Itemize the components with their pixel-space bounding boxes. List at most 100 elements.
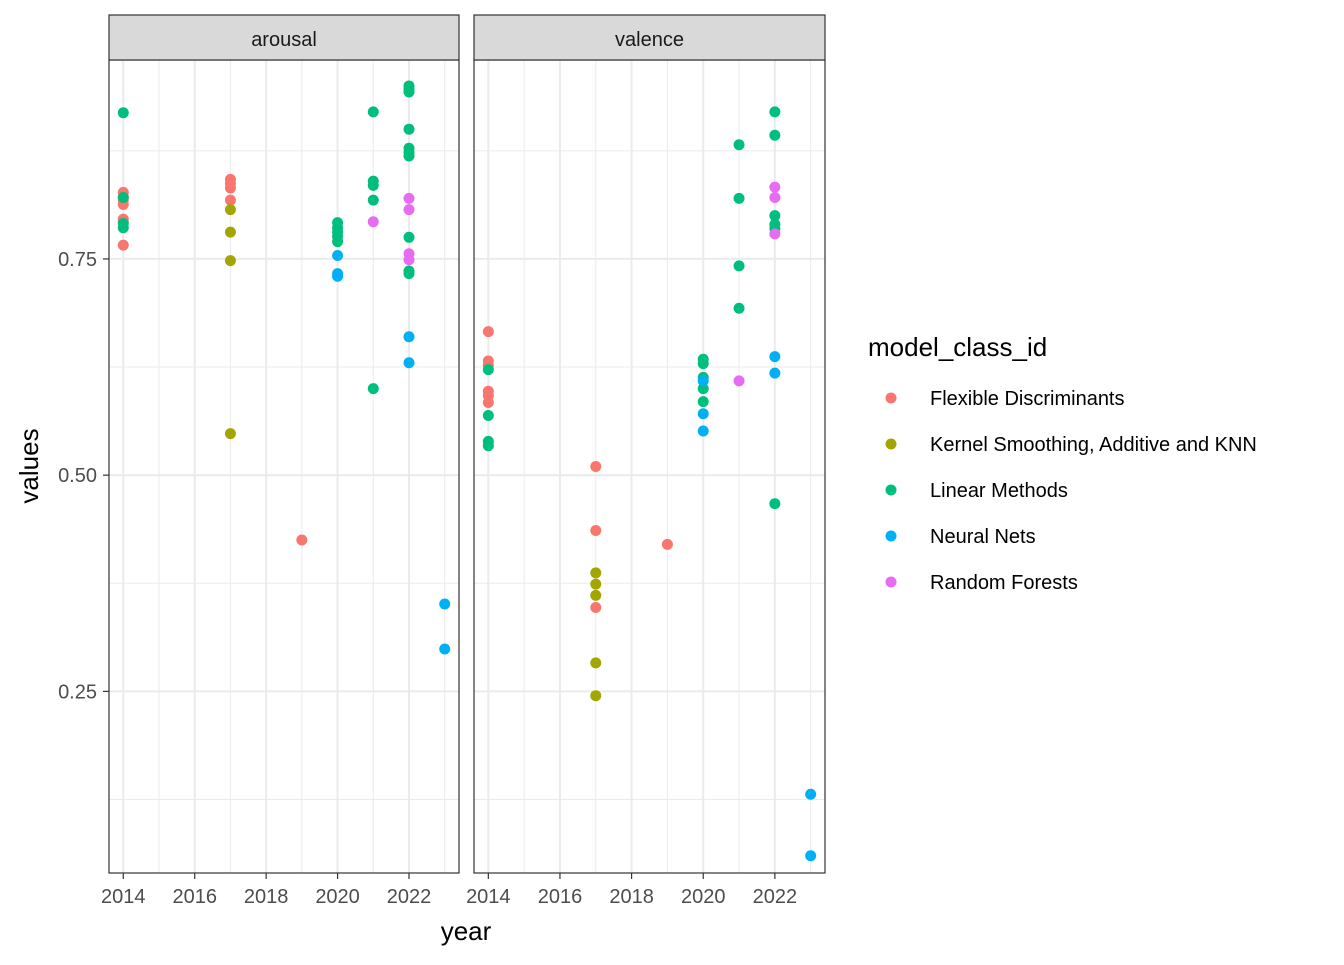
data-point <box>590 657 602 669</box>
data-point <box>482 440 494 452</box>
data-point <box>482 409 494 421</box>
data-point <box>117 239 129 251</box>
series-random-forests <box>733 181 781 387</box>
data-point <box>769 228 781 240</box>
data-point <box>805 850 817 862</box>
data-point <box>117 107 129 119</box>
legend-key <box>885 576 897 588</box>
data-point <box>697 358 709 370</box>
data-point <box>769 181 781 193</box>
facet-panels: arousal 2014 2016 2018 2020 2022 0.25 0.50 0.75 v… <box>58 14 826 908</box>
legend-label: Linear Methods <box>930 480 1068 502</box>
strip-background <box>108 14 460 61</box>
legend-item: Flexible Discriminants <box>885 388 1125 410</box>
data-point <box>117 192 129 204</box>
data-point <box>117 222 129 234</box>
panel-arousal: arousal 2014 2016 2018 2020 2022 0.25 0.50 0.75 <box>58 14 460 908</box>
data-point <box>590 690 602 702</box>
x-tick-label: 2020 <box>315 886 360 908</box>
y-axis-title: values <box>14 428 44 503</box>
data-point <box>697 375 709 387</box>
data-point <box>403 123 415 135</box>
data-point <box>697 408 709 420</box>
data-point <box>733 192 745 204</box>
data-point <box>403 86 415 98</box>
legend-item: Kernel Smoothing, Additive and KNN <box>885 434 1257 456</box>
data-point <box>439 598 451 610</box>
data-point <box>697 425 709 437</box>
data-point <box>403 268 415 280</box>
data-point <box>367 383 379 395</box>
legend-key <box>885 484 897 496</box>
data-point <box>403 357 415 369</box>
data-point <box>590 589 602 601</box>
strip-background <box>473 14 826 61</box>
data-point <box>590 601 602 613</box>
data-point <box>482 326 494 338</box>
data-point <box>224 182 236 194</box>
panel-valence: valence 2014 2016 2018 2020 2022 <box>466 14 826 908</box>
data-point <box>403 192 415 204</box>
data-point <box>769 210 781 222</box>
legend-item: Neural Nets <box>885 526 1036 548</box>
x-tick-label: 2016 <box>172 886 217 908</box>
series-linear-methods <box>117 80 415 395</box>
data-point <box>332 249 344 261</box>
x-tick-label: 2014 <box>101 886 146 908</box>
data-point <box>224 255 236 267</box>
legend-label: Neural Nets <box>930 526 1036 548</box>
data-point <box>590 461 602 472</box>
data-point <box>403 150 415 162</box>
data-point <box>733 260 745 272</box>
data-point <box>733 375 745 387</box>
data-point <box>661 538 673 550</box>
data-point <box>769 498 781 510</box>
data-point <box>439 643 451 655</box>
data-point <box>482 396 494 408</box>
x-axis-title: year <box>441 916 492 946</box>
series-kernel-smoothing-additive-and-knn <box>590 567 602 702</box>
legend-label: Flexible Discriminants <box>930 388 1125 410</box>
data-point <box>769 192 781 204</box>
data-point <box>805 788 817 800</box>
data-point <box>224 204 236 216</box>
data-point <box>482 364 494 376</box>
data-point <box>224 428 236 440</box>
legend-title: model_class_id <box>868 332 1047 362</box>
x-tick-label: 2018 <box>609 886 654 908</box>
data-point <box>590 525 602 537</box>
series-neural-nets <box>332 249 451 655</box>
data-point <box>367 194 379 206</box>
data-point <box>769 129 781 141</box>
data-point <box>367 216 379 228</box>
x-tick-label: 2020 <box>681 886 726 908</box>
strip-label: valence <box>615 29 684 51</box>
data-point <box>697 396 709 408</box>
data-point <box>296 534 308 546</box>
data-point <box>403 331 415 343</box>
x-tick-label: 2022 <box>753 886 798 908</box>
data-point <box>403 254 415 266</box>
plot-background <box>474 60 825 873</box>
series-kernel-smoothing-additive-and-knn <box>224 204 236 440</box>
data-point <box>733 139 745 151</box>
legend: model_class_id Flexible Discriminants Ker… <box>868 332 1257 594</box>
data-point <box>733 302 745 314</box>
x-tick-label: 2018 <box>244 886 289 908</box>
legend-item: Linear Methods <box>885 480 1068 502</box>
data-point <box>367 106 379 118</box>
legend-label: Random Forests <box>930 572 1078 594</box>
data-point <box>697 383 709 395</box>
plot-background <box>109 60 459 873</box>
x-tick-label: 2016 <box>538 886 583 908</box>
legend-key <box>885 438 897 450</box>
data-point <box>224 194 236 206</box>
data-point <box>332 236 344 248</box>
data-point <box>769 106 781 118</box>
data-point <box>403 204 415 216</box>
y-tick-label: 0.25 <box>58 681 97 703</box>
data-point <box>403 231 415 243</box>
series-neural-nets <box>697 351 817 862</box>
y-tick-label: 0.50 <box>58 465 97 487</box>
